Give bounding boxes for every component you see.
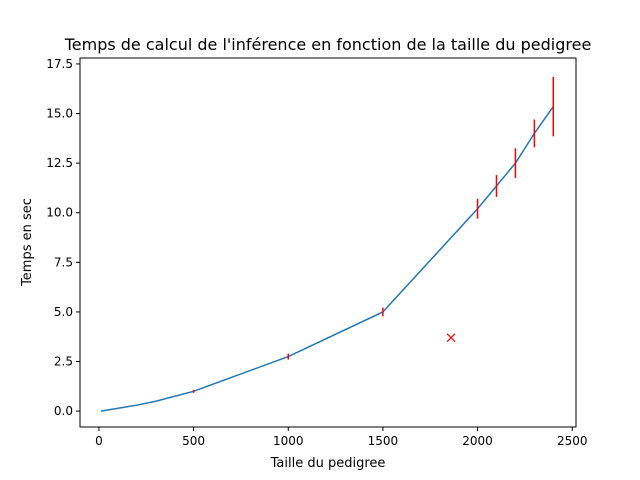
y-tick-label: 0.0: [54, 404, 73, 418]
y-axis: 0.0 2.5 5.0 7.5 10.0 12.5 15.0 17.5: [46, 57, 80, 418]
y-tick-label: 12.5: [46, 156, 73, 170]
x-tick-label: 2000: [462, 434, 493, 448]
x-tick-label: 1000: [273, 434, 304, 448]
y-tick-label: 10.0: [46, 206, 73, 220]
plot-area: [100, 76, 555, 412]
y-tick-label: 17.5: [46, 57, 73, 71]
x-tick-label: 2500: [557, 434, 588, 448]
series-line: [100, 106, 554, 412]
chart-title: Temps de calcul de l'inférence en foncti…: [64, 35, 592, 54]
x-tick-label: 500: [182, 434, 205, 448]
x-tick-label: 1500: [368, 434, 399, 448]
y-tick-label: 7.5: [54, 255, 73, 269]
y-tick-label: 2.5: [54, 355, 73, 369]
plot-frame: [79, 57, 577, 428]
y-tick-label: 15.0: [46, 107, 73, 121]
y-tick-label: 5.0: [54, 305, 73, 319]
y-axis-label: Temps en sec: [20, 198, 35, 287]
outlier-marker: [446, 333, 456, 343]
x-axis: 0 500 1000 1500 2000 2500: [95, 427, 587, 448]
x-axis-label: Taille du pedigree: [270, 456, 386, 471]
x-tick-label: 0: [95, 434, 103, 448]
outlier-marker-stroke: [446, 333, 456, 343]
